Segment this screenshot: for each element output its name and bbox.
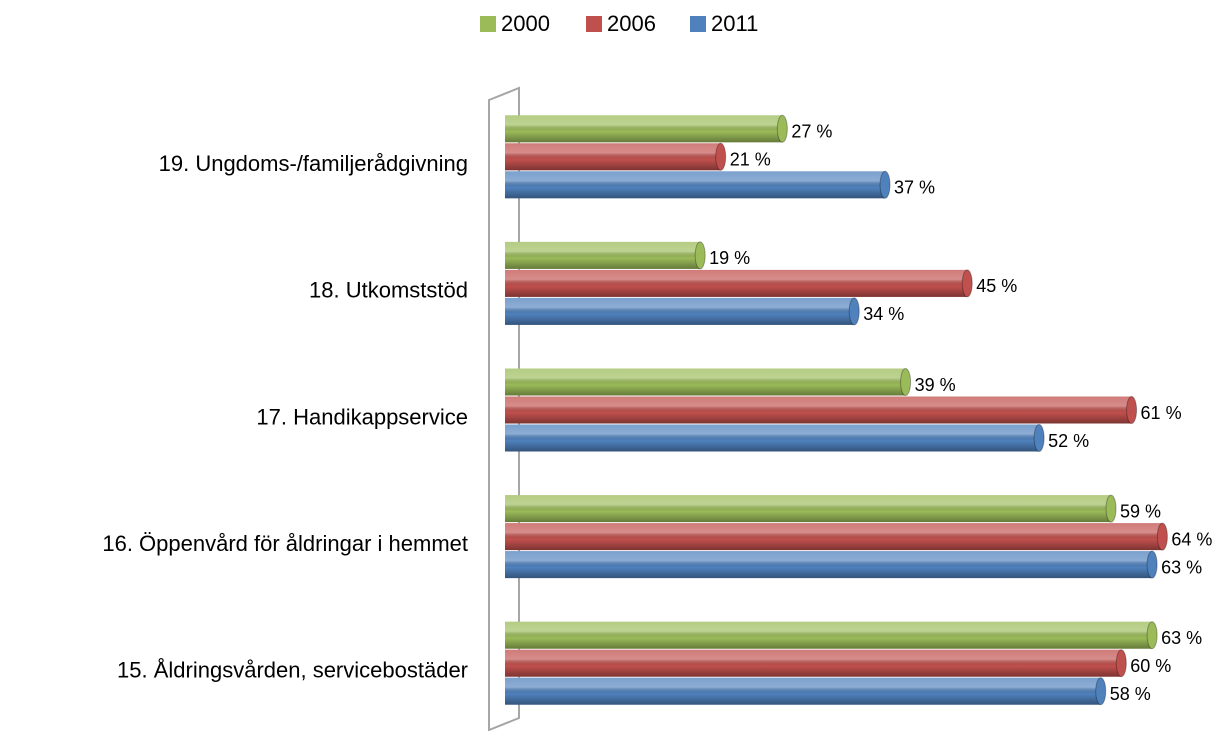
bar-shade <box>505 115 783 143</box>
bar-cap <box>1105 494 1117 523</box>
bar-cap <box>879 170 891 199</box>
bar-shade <box>505 396 1132 424</box>
value-label: 27 % <box>791 122 832 142</box>
legend-label: 2006 <box>607 11 656 36</box>
bar-shade <box>505 677 1101 705</box>
value-label: 39 % <box>915 375 956 395</box>
bar-cap <box>1095 677 1107 706</box>
category-label: 17. Handikappservice <box>256 404 468 429</box>
value-label: 63 % <box>1161 628 1202 648</box>
bar-cap <box>1033 424 1045 452</box>
legend-label: 2000 <box>501 11 550 36</box>
legend-swatch <box>480 16 496 32</box>
bar-cap <box>1146 621 1158 650</box>
value-label: 45 % <box>976 276 1017 296</box>
bar-shade <box>505 171 886 199</box>
bar-cap <box>1115 649 1127 678</box>
value-label: 59 % <box>1120 501 1161 521</box>
bar-shade <box>505 241 701 269</box>
bar-shade <box>505 143 721 171</box>
bar-shade <box>505 424 1040 452</box>
bar-shade <box>505 368 906 396</box>
bar-cap <box>1146 550 1158 579</box>
bar-cap <box>776 114 788 143</box>
bar-shade <box>505 621 1153 649</box>
value-label: 60 % <box>1130 656 1171 676</box>
bar-shade <box>505 551 1153 579</box>
bar-cap <box>848 297 860 326</box>
value-label: 61 % <box>1141 403 1182 423</box>
bar-cap <box>715 142 727 171</box>
legend-label: 2011 <box>711 11 758 36</box>
bar-cap <box>961 269 973 298</box>
bar-cap <box>694 241 706 270</box>
category-label: 19. Ungdoms-/familjerådgivning <box>159 151 468 176</box>
value-label: 64 % <box>1171 529 1212 549</box>
value-label: 19 % <box>709 248 750 268</box>
value-label: 52 % <box>1048 431 1089 451</box>
bar-cap <box>1126 396 1138 424</box>
bar-cap <box>1156 522 1168 551</box>
category-label: 15. Åldringsvården, servicebostäder <box>117 658 468 683</box>
bar-shade <box>505 649 1122 677</box>
bar-cap <box>900 368 912 396</box>
category-label: 18. Utkomststöd <box>309 278 468 303</box>
bar-shade <box>505 269 968 297</box>
value-label: 58 % <box>1110 684 1151 704</box>
value-label: 37 % <box>894 178 935 198</box>
bar-shade <box>505 523 1163 551</box>
value-label: 34 % <box>863 304 904 324</box>
bar-shade <box>505 297 855 325</box>
value-label: 63 % <box>1161 557 1202 577</box>
value-label: 21 % <box>730 150 771 170</box>
category-label: 16. Öppenvård för åldringar i hemmet <box>102 531 468 556</box>
bar-shade <box>505 495 1112 523</box>
legend-swatch <box>586 16 602 32</box>
legend-swatch <box>690 16 706 32</box>
